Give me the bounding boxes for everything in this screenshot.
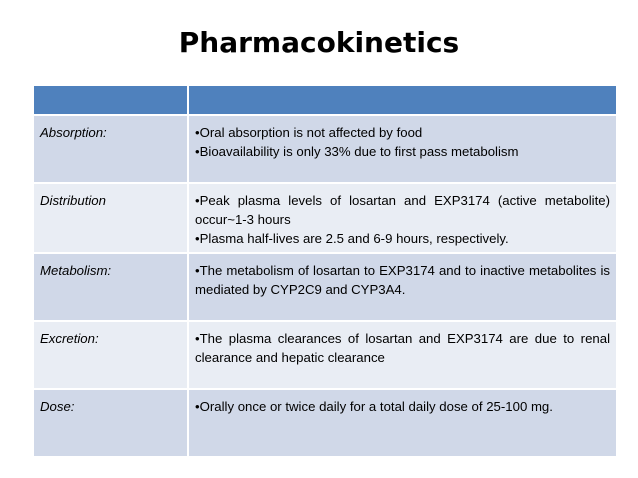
bullet-item: •Plasma half-lives are 2.5 and 6-9 hours… (195, 231, 509, 246)
table-row-dose: Dose: •Orally once or twice daily for a … (32, 388, 618, 458)
row-label-absorption: Absorption: (32, 114, 189, 184)
row-label-distribution: Distribution (32, 182, 189, 254)
table-row-metabolism: Metabolism: •The metabolism of losartan … (32, 252, 618, 322)
header-cell-content (187, 84, 618, 116)
table-row-absorption: Absorption: •Oral absorption is not affe… (32, 114, 618, 184)
bullet-item: •Peak plasma levels of losartan and EXP3… (195, 193, 610, 227)
row-label-excretion: Excretion: (32, 320, 189, 390)
table-row-excretion: Excretion: •The plasma clearances of los… (32, 320, 618, 390)
bullet-item: •Oral absorption is not affected by food (195, 125, 423, 140)
pharmacokinetics-table: Absorption: •Oral absorption is not affe… (32, 84, 618, 458)
row-label-metabolism: Metabolism: (32, 252, 189, 322)
slide-title: Pharmacokinetics (178, 26, 460, 59)
table-header-row (32, 84, 618, 116)
row-content-metabolism: •The metabolism of losartan to EXP3174 a… (187, 252, 618, 322)
row-content-distribution: •Peak plasma levels of losartan and EXP3… (187, 182, 618, 254)
row-content-dose: •Orally once or twice daily for a total … (187, 388, 618, 458)
row-label-dose: Dose: (32, 388, 189, 458)
bullet-item: •Orally once or twice daily for a total … (195, 399, 553, 414)
bullet-item: •The plasma clearances of losartan and E… (195, 331, 610, 365)
table-row-distribution: Distribution •Peak plasma levels of losa… (32, 182, 618, 254)
row-content-excretion: •The plasma clearances of losartan and E… (187, 320, 618, 390)
bullet-item: •Bioavailability is only 33% due to firs… (195, 144, 519, 159)
header-cell-label (32, 84, 189, 116)
bullet-item: •The metabolism of losartan to EXP3174 a… (195, 263, 610, 297)
row-content-absorption: •Oral absorption is not affected by food… (187, 114, 618, 184)
